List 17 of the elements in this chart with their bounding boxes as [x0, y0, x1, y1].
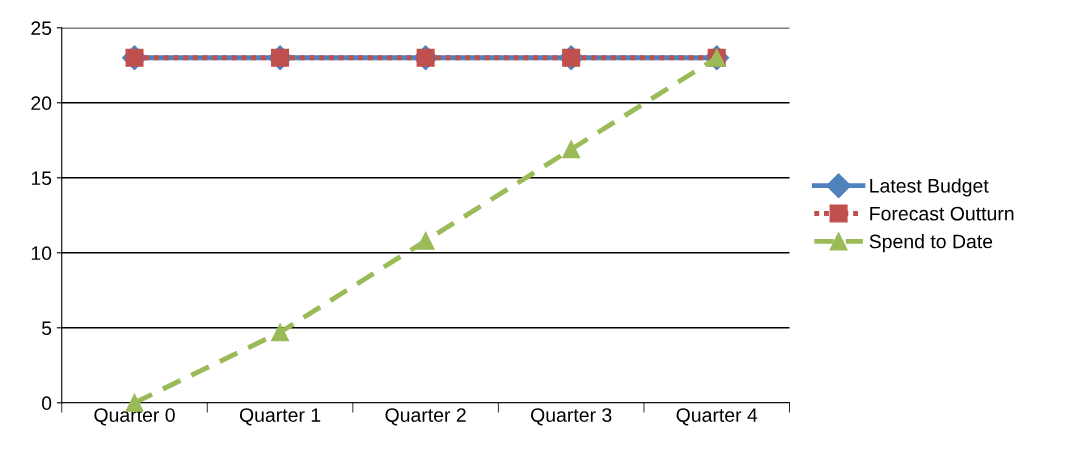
point [416, 231, 435, 250]
legend-label: Forecast Outturn [870, 206, 1014, 221]
x-tick-label: Quarter 3 [531, 408, 612, 426]
y-tick-label: 5 [41, 321, 52, 336]
y-tick-label: 15 [31, 171, 52, 186]
legend-label: Spend to Date [869, 234, 993, 253]
legend-label: Latest Budget [870, 178, 989, 197]
point [271, 323, 290, 342]
y-tick-label: 10 [31, 246, 52, 261]
y-tick-label: 25 [31, 21, 52, 36]
point [562, 140, 581, 159]
x-tick-label: Quarter 2 [385, 408, 466, 426]
y-tick-label: 20 [31, 96, 52, 111]
x-tick-label: Quarter 1 [239, 408, 321, 426]
x-tick-label: Quarter 4 [676, 408, 758, 426]
y-tick-label: 0 [41, 396, 52, 411]
x-tick-label: Quarter 0 [94, 408, 175, 426]
